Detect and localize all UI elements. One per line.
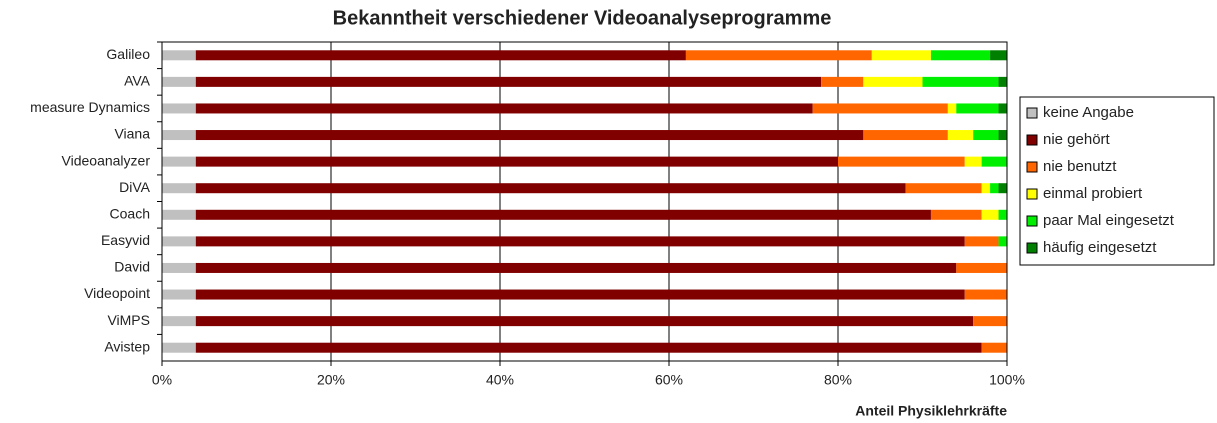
bar-segment xyxy=(863,76,923,87)
y-tick-label: David xyxy=(114,259,150,275)
bar-segment xyxy=(162,236,196,247)
bar-segment xyxy=(990,50,1007,61)
bar-segment xyxy=(947,103,957,114)
bar-segment xyxy=(973,130,999,141)
legend-label: nie gehört xyxy=(1043,131,1111,148)
y-tick-label: Videoanalyzer xyxy=(62,152,151,168)
bar-segment xyxy=(162,316,196,327)
legend-swatch xyxy=(1026,161,1038,173)
legend-box xyxy=(1019,96,1215,266)
y-tick-label: Coach xyxy=(110,205,150,221)
legend-label: einmal probiert xyxy=(1043,185,1143,202)
chart-title: Bekanntheit verschiedener Videoanalysepr… xyxy=(333,7,832,29)
x-axis-label: Anteil Physiklehrkräfte xyxy=(855,403,1007,419)
bar-segment xyxy=(812,103,948,114)
bar-segment xyxy=(162,130,196,141)
y-tick-label: Easyvid xyxy=(101,232,150,248)
bar-segment xyxy=(947,130,974,141)
bar-segment xyxy=(998,183,1007,194)
bar-segment xyxy=(195,236,965,247)
y-tick-label: Galileo xyxy=(106,46,150,62)
bar-segment xyxy=(998,236,1007,247)
y-tick-label: AVA xyxy=(124,73,151,89)
y-tick-label: Viana xyxy=(114,126,150,142)
bar-segment xyxy=(964,156,982,167)
bar-segment xyxy=(162,156,196,167)
bar-segment xyxy=(195,289,965,300)
bar-segment xyxy=(998,103,1007,114)
plot-frame xyxy=(161,41,1008,362)
bar-segment xyxy=(195,156,839,167)
bar-segment xyxy=(162,289,196,300)
bar-segment xyxy=(998,130,1007,141)
bar-segment xyxy=(905,183,982,194)
bar-segment xyxy=(162,50,196,61)
bar-segment xyxy=(863,130,948,141)
legend-swatch xyxy=(1026,188,1038,200)
bar-segment xyxy=(998,76,1007,87)
legend-label: nie benutzt xyxy=(1043,158,1117,175)
bar-segment xyxy=(973,316,1007,327)
legend-swatch xyxy=(1026,215,1038,227)
bar-segment xyxy=(821,76,864,87)
bar-segment xyxy=(998,209,1007,220)
legend-label: häufig eingesetzt xyxy=(1043,239,1157,256)
x-tick-label: 20% xyxy=(317,372,345,388)
y-tick-label: Videopoint xyxy=(84,285,150,301)
bar-segment xyxy=(195,103,813,114)
bar-segment xyxy=(964,236,999,247)
bar-segment xyxy=(162,342,196,353)
bar-segment xyxy=(162,103,196,114)
y-tick-label: DiVA xyxy=(119,179,151,195)
bar-segment xyxy=(195,209,931,220)
y-tick-label: Avistep xyxy=(104,338,150,354)
bar-segment xyxy=(930,50,991,61)
y-tick-label: measure Dynamics xyxy=(30,99,150,115)
legend-swatch xyxy=(1026,134,1038,146)
bar-segment xyxy=(930,209,982,220)
bar-segment xyxy=(195,316,974,327)
legend-label: paar Mal eingesetzt xyxy=(1043,212,1175,229)
bar-segment xyxy=(162,183,196,194)
bar-segment xyxy=(964,289,1007,300)
x-tick-label: 0% xyxy=(152,372,172,388)
bar-segment xyxy=(195,262,957,273)
bar-segment xyxy=(162,209,196,220)
legend-swatch xyxy=(1026,242,1038,254)
bar-segment xyxy=(195,50,686,61)
bar-segment xyxy=(956,262,1007,273)
bar-segment xyxy=(981,342,1007,353)
bar-segment xyxy=(981,156,1007,167)
x-tick-label: 40% xyxy=(486,372,514,388)
x-tick-label: 100% xyxy=(989,372,1025,388)
bar-segment xyxy=(195,130,864,141)
bar-segment xyxy=(838,156,965,167)
x-tick-label: 60% xyxy=(655,372,683,388)
bar-segment xyxy=(162,76,196,87)
bar-segment xyxy=(195,76,822,87)
bar-segment xyxy=(871,50,931,61)
bar-segment xyxy=(685,50,872,61)
legend-swatch xyxy=(1026,107,1038,119)
x-tick-label: 80% xyxy=(824,372,852,388)
bar-segment xyxy=(981,209,999,220)
bar-segment xyxy=(922,76,999,87)
bar-segment xyxy=(990,183,999,194)
legend-label: keine Angabe xyxy=(1043,104,1134,121)
bar-segment xyxy=(195,183,906,194)
y-tick-label: ViMPS xyxy=(107,312,150,328)
bar-segment xyxy=(195,342,982,353)
bar-segment xyxy=(981,183,991,194)
bar-segment xyxy=(162,262,196,273)
bar-segment xyxy=(956,103,999,114)
